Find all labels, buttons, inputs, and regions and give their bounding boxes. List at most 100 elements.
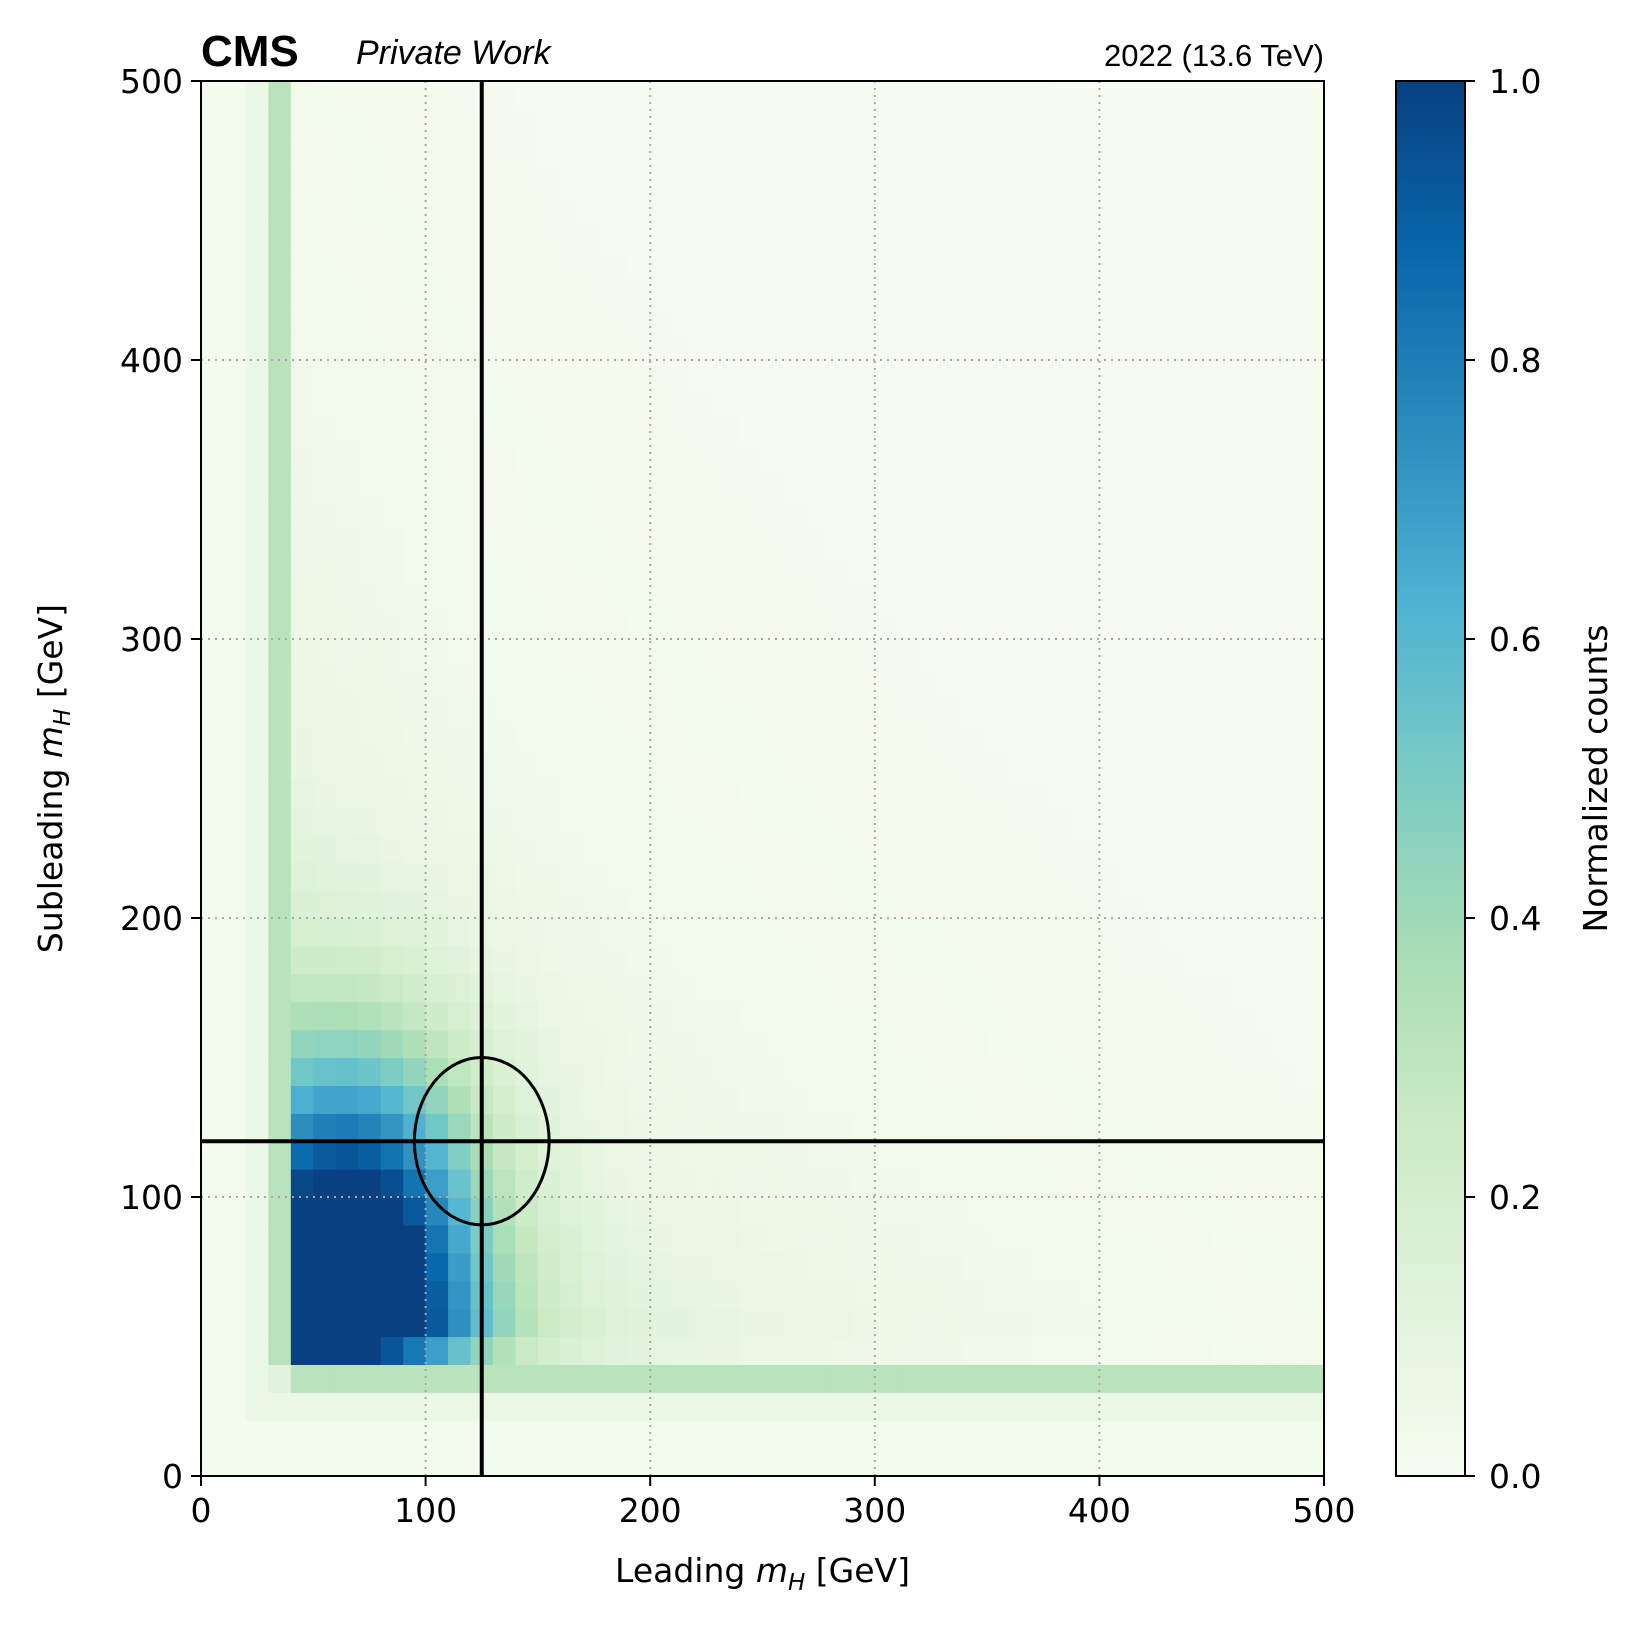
heatmap-cell: [762, 1113, 786, 1142]
heatmap-cell: [807, 276, 831, 305]
heatmap-cell: [1032, 1280, 1056, 1310]
heatmap-cell: [380, 1364, 404, 1393]
heatmap-cell: [1121, 890, 1145, 919]
heatmap-cell: [1009, 1392, 1033, 1421]
heatmap-cell: [1189, 862, 1213, 891]
heatmap-cell: [425, 1057, 449, 1086]
heatmap-cell: [1009, 1057, 1033, 1086]
heatmap-cell: [515, 694, 539, 724]
heatmap-cell: [1234, 108, 1258, 138]
heatmap-cell: [1076, 1336, 1100, 1365]
x-tick-label: 200: [619, 1491, 682, 1530]
heatmap-cell: [492, 583, 517, 612]
heatmap-cell: [852, 1308, 876, 1338]
heatmap-cell: [874, 834, 898, 863]
heatmap-cell: [1189, 1336, 1213, 1365]
heatmap-cell: [897, 1057, 921, 1086]
heatmap-cell: [672, 1197, 696, 1226]
heatmap-cell: [695, 192, 719, 222]
heatmap-cell: [852, 1364, 876, 1393]
heatmap-cell: [380, 555, 404, 584]
heatmap-cell: [852, 583, 876, 612]
heatmap-cell: [582, 1029, 606, 1059]
heatmap-cell: [1054, 806, 1078, 835]
heatmap-cell: [1234, 1057, 1258, 1086]
heatmap-cell: [245, 666, 269, 696]
heatmap-cell: [448, 136, 472, 166]
heatmap-cell: [807, 1141, 831, 1170]
heatmap-cell: [1211, 1392, 1235, 1421]
heatmap-cell: [964, 471, 988, 501]
heatmap-cell: [784, 1308, 809, 1338]
heatmap-cell: [1121, 945, 1145, 975]
heatmap-cell: [1189, 1252, 1213, 1282]
heatmap-cell: [1144, 1420, 1168, 1449]
heatmap-cell: [605, 1197, 629, 1226]
heatmap-cell: [784, 360, 809, 389]
heatmap-cell: [829, 164, 853, 194]
heatmap-cell: [829, 722, 853, 752]
heatmap-cell: [852, 1169, 876, 1198]
heatmap-cell: [1279, 304, 1303, 333]
heatmap-cell: [1166, 192, 1190, 222]
heatmap-cell: [987, 1141, 1011, 1170]
heatmap-cell: [1234, 136, 1258, 166]
heatmap-cell: [448, 1169, 472, 1198]
heatmap-cell: [605, 276, 629, 305]
heatmap-cell: [1054, 639, 1078, 668]
heatmap-cell: [335, 1392, 359, 1421]
heatmap-cell: [672, 527, 696, 556]
heatmap-cell: [201, 499, 225, 528]
heatmap-cell: [582, 1364, 606, 1393]
heatmap-cell: [290, 248, 314, 277]
heatmap-cell: [582, 973, 606, 1003]
heatmap-cell: [919, 81, 943, 110]
heatmap-cell: [1099, 248, 1123, 277]
heatmap-cell: [762, 332, 786, 361]
heatmap-cell: [223, 778, 247, 807]
heatmap-cell: [897, 973, 921, 1003]
heatmap-cell: [358, 499, 382, 528]
heatmap-cell: [515, 806, 539, 835]
heatmap-cell: [380, 862, 404, 891]
heatmap-cell: [717, 750, 741, 780]
heatmap-cell: [335, 1308, 359, 1338]
heatmap-cell: [762, 722, 786, 752]
heatmap-cell: [672, 945, 696, 975]
heatmap-cell: [695, 1085, 719, 1114]
heatmap-cell: [537, 611, 561, 640]
heatmap-cell: [717, 1197, 741, 1226]
heatmap-cell: [1189, 639, 1213, 668]
heatmap-cell: [1189, 1420, 1213, 1449]
heatmap-cell: [1076, 750, 1100, 780]
heatmap-cell: [425, 276, 449, 305]
heatmap-cell: [807, 1448, 831, 1477]
heatmap-cell: [942, 415, 966, 445]
heatmap-cell: [1166, 806, 1190, 835]
heatmap-cell: [515, 1252, 539, 1282]
heatmap-cell: [245, 583, 269, 612]
heatmap-cell: [1301, 778, 1325, 807]
heatmap-cell: [1121, 1308, 1145, 1338]
heatmap-cell: [1009, 387, 1033, 417]
heatmap-cell: [1301, 1141, 1325, 1170]
heatmap-cell: [492, 443, 517, 473]
heatmap-cell: [1144, 862, 1168, 891]
heatmap-cell: [1099, 164, 1123, 194]
heatmap-cell: [335, 722, 359, 752]
heatmap-cell: [695, 415, 719, 445]
heatmap-cell: [335, 1364, 359, 1393]
heatmap-cell: [807, 248, 831, 277]
heatmap-cell: [1189, 164, 1213, 194]
heatmap-cell: [201, 1085, 225, 1114]
heatmap-cell: [1099, 1252, 1123, 1282]
heatmap-cell: [582, 722, 606, 752]
heatmap-cell: [380, 1252, 404, 1282]
heatmap-cell: [1032, 555, 1056, 584]
heatmap-cell: [807, 1364, 831, 1393]
heatmap-cell: [290, 499, 314, 528]
heatmap-cell: [1279, 164, 1303, 194]
heatmap-cell: [1099, 1141, 1123, 1170]
heatmap-cell: [448, 1085, 472, 1114]
heatmap-cell: [201, 527, 225, 556]
